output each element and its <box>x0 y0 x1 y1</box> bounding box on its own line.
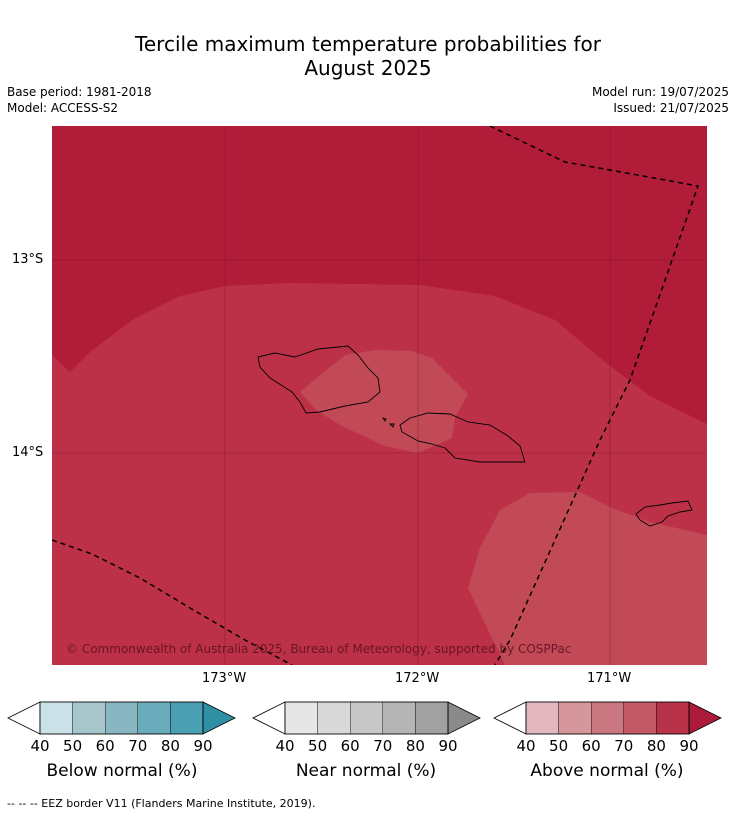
colorbar-below-tick: 50 <box>63 737 82 755</box>
issued-text: Issued: 21/07/2025 <box>613 101 729 115</box>
lat-label-14s: 14°S <box>12 445 44 460</box>
colorbar-below-segment <box>39 701 73 735</box>
lon-label-173w: 173°W <box>202 671 247 686</box>
eez-footnote: -- -- -- EEZ border V11 (Flanders Marine… <box>7 797 316 810</box>
colorbar-below-tick: 40 <box>30 737 49 755</box>
colorbar-above-tick: 70 <box>614 737 633 755</box>
colorbar-above-segment <box>656 701 690 735</box>
colorbar-near-tick: 50 <box>308 737 327 755</box>
colorbar-below-tick: 70 <box>128 737 147 755</box>
colorbar-near-label: Near normal (%) <box>295 761 437 781</box>
colorbar-near-tick: 60 <box>341 737 360 755</box>
colorbar-below-tick: 80 <box>161 737 180 755</box>
lon-label-172w: 172°W <box>395 671 440 686</box>
colorbar-below-tick: 60 <box>96 737 115 755</box>
colorbar-below-segment <box>72 701 106 735</box>
colorbar-near-extend-high <box>447 701 481 735</box>
region-above-60-70-southeast <box>468 492 707 665</box>
colorbar-near-tick: 90 <box>438 737 457 755</box>
island-upolu <box>399 412 526 463</box>
colorbar-below-segment <box>137 701 171 735</box>
colorbar-above-segment <box>558 701 592 735</box>
colorbar-above-tick: 50 <box>549 737 568 755</box>
colorbar-above-tick: 40 <box>516 737 535 755</box>
island-apolima <box>388 423 395 428</box>
colorbar-above-outline <box>525 701 690 735</box>
colorbar-near-segment <box>415 701 449 735</box>
island-manono <box>381 417 387 422</box>
colorbar-below-label: Below normal (%) <box>46 761 198 781</box>
colorbar-below-outline <box>39 701 204 735</box>
base-period-text: Base period: 1981-2018 <box>7 85 152 99</box>
lat-label-13s: 13°S <box>12 252 44 267</box>
colorbar-below-segment <box>104 701 138 735</box>
colorbar-above-tick: 80 <box>647 737 666 755</box>
colorbar-above-segment <box>591 701 625 735</box>
colorbar-near: 40 50 60 70 80 90 <box>252 701 481 755</box>
model-run-text: Model run: 19/07/2025 <box>591 85 729 99</box>
copyright-text: © Commonwealth of Australia 2025, Bureau… <box>66 642 571 656</box>
meta-left: Base period: 1981-2018 Model: ACCESS-S2 <box>7 84 152 116</box>
colorbar-near-segment <box>317 701 351 735</box>
colorbar-above-tick: 90 <box>679 737 698 755</box>
colorbar-above-segment <box>525 701 559 735</box>
colorbar-below-tick: 90 <box>193 737 212 755</box>
colorbar-below-extend-low <box>7 701 41 735</box>
island-savaii <box>257 345 381 414</box>
region-above-60-70-samoa <box>300 350 468 453</box>
graticule <box>52 126 707 665</box>
colorbar-near-tick: 70 <box>373 737 392 755</box>
colorbar-near-tick: 40 <box>275 737 294 755</box>
colorbar-above-tick: 60 <box>582 737 601 755</box>
colorbar-above-label: Above normal (%) <box>530 761 684 781</box>
colorbar-above-segment <box>623 701 657 735</box>
coastlines <box>257 345 693 527</box>
island-tutuila <box>635 500 693 527</box>
colorbar-near-tick: 80 <box>406 737 425 755</box>
colorbar-above-extend-low <box>493 701 527 735</box>
map-area: © Commonwealth of Australia 2025, Bureau… <box>52 126 707 665</box>
colorbar-near-segment <box>350 701 384 735</box>
colorbar-near-extend-low <box>252 701 286 735</box>
colorbar-below: 40 50 60 70 80 90 <box>7 701 236 755</box>
colorbar-near-outline <box>284 701 449 735</box>
lon-label-171w: 171°W <box>587 671 632 686</box>
colorbar-below-extend-high <box>202 701 236 735</box>
colorbar-above: 40 50 60 70 80 90 <box>493 701 722 755</box>
map-title-line2: August 2025 <box>304 56 432 80</box>
colorbar-below-segment <box>170 701 204 735</box>
colorbar-near-segment <box>382 701 416 735</box>
map-title-line1: Tercile maximum temperature probabilitie… <box>135 32 601 56</box>
colorbar-near-segment <box>284 701 318 735</box>
meta-right: Model run: 19/07/2025 Issued: 21/07/2025 <box>592 84 729 116</box>
colorbar-above-extend-high <box>688 701 722 735</box>
eez-borders <box>52 126 699 665</box>
model-text: Model: ACCESS-S2 <box>7 101 119 115</box>
